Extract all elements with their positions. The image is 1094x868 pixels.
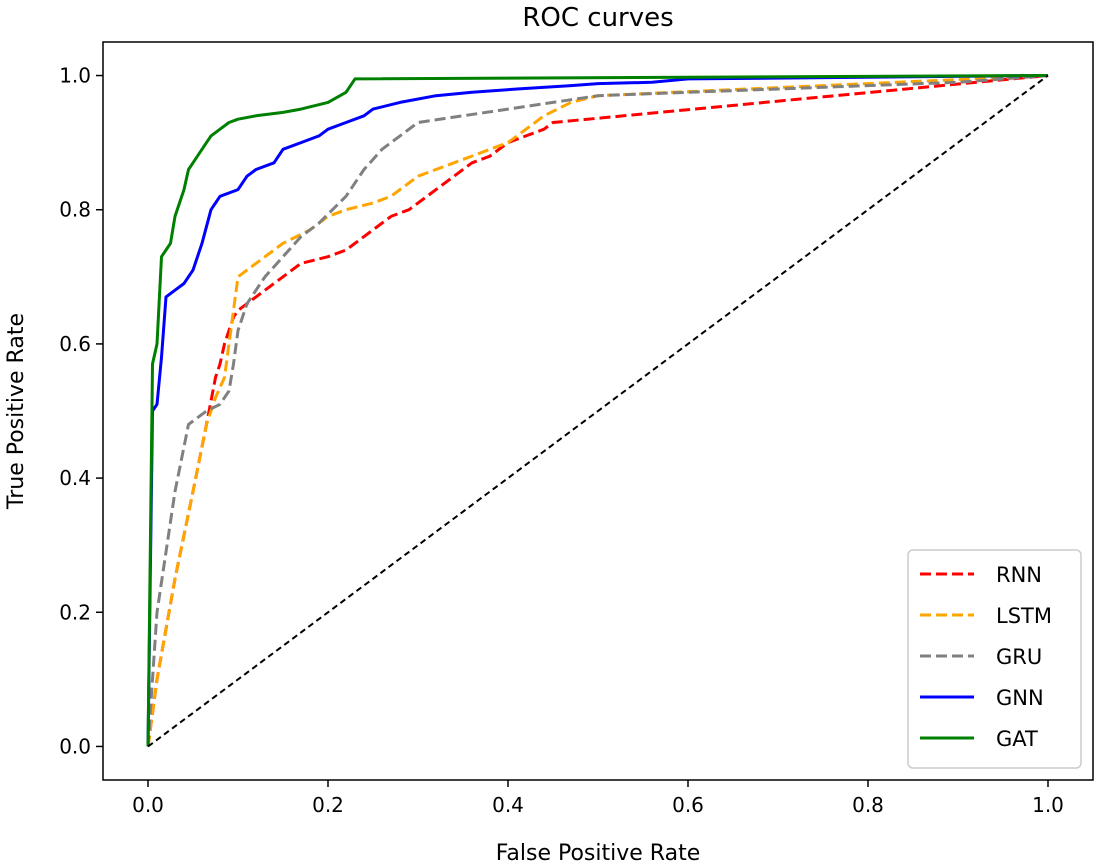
- y-tick-label: 1.0: [59, 64, 91, 88]
- x-tick-label: 0.4: [492, 793, 524, 817]
- series-line-gnn: [146, 74, 1049, 747]
- y-tick-label: 0.4: [59, 466, 91, 490]
- ticks-layer: 0.0 0.2 0.4 0.6 0.8 1.0 0.0 0.2 0.4 0.6 0.8 1.0: [59, 64, 1064, 817]
- y-tick-label: 0.0: [59, 734, 91, 758]
- legend-label-rnn: RNN: [996, 563, 1042, 587]
- series-layer: [146, 74, 1049, 748]
- x-tick-label: 0.2: [312, 793, 344, 817]
- chart-title: ROC curves: [522, 3, 673, 33]
- x-tick-label: 0.6: [672, 793, 704, 817]
- legend: RNN LSTM GRU GNN GAT: [907, 549, 1082, 769]
- legend-box: [907, 549, 1082, 769]
- y-axis-label: True Positive Rate: [4, 313, 29, 510]
- series-line-gru: [146, 74, 1049, 747]
- legend-label-gnn: GNN: [996, 686, 1044, 710]
- legend-label-gru: GRU: [996, 645, 1042, 669]
- y-tick-label: 0.6: [59, 332, 91, 356]
- series-line-rnn: [146, 74, 1049, 747]
- x-tick-label: 1.0: [1032, 793, 1064, 817]
- legend-label-lstm: LSTM: [996, 604, 1052, 628]
- x-tick-label: 0.0: [132, 793, 164, 817]
- plot-frame: [102, 41, 1094, 781]
- legend-label-gat: GAT: [996, 727, 1038, 751]
- y-tick-label: 0.2: [59, 600, 91, 624]
- series-line-gat: [146, 74, 1049, 747]
- x-axis-label: False Positive Rate: [496, 841, 700, 866]
- chance-diagonal-line: [147, 74, 1049, 748]
- x-tick-label: 0.8: [852, 793, 884, 817]
- y-tick-label: 0.8: [59, 198, 91, 222]
